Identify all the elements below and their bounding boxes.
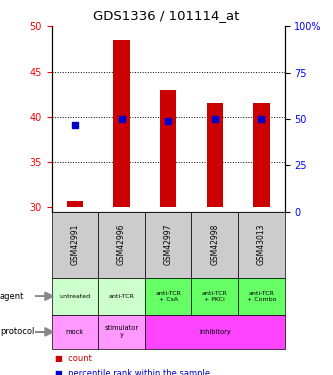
Text: anti-TCR
+ PKCi: anti-TCR + PKCi <box>202 291 228 302</box>
Text: GSM42997: GSM42997 <box>164 224 173 266</box>
Text: ■  percentile rank within the sample: ■ percentile rank within the sample <box>55 369 210 375</box>
Text: stimulator
y: stimulator y <box>105 326 139 338</box>
Text: GSM42998: GSM42998 <box>210 224 219 266</box>
Bar <box>67 201 83 207</box>
Text: anti-TCR
+ Combo: anti-TCR + Combo <box>247 291 276 302</box>
Bar <box>160 90 176 207</box>
Text: anti-TCR
+ CsA: anti-TCR + CsA <box>155 291 181 302</box>
Text: mock: mock <box>66 329 84 335</box>
Bar <box>113 40 130 207</box>
Text: GDS1336 / 101114_at: GDS1336 / 101114_at <box>93 9 240 22</box>
Text: protocol: protocol <box>0 327 34 336</box>
Text: untreated: untreated <box>59 294 91 299</box>
Text: agent: agent <box>0 292 24 301</box>
Text: ■  count: ■ count <box>55 354 92 363</box>
Bar <box>206 103 223 207</box>
Text: anti-TCR: anti-TCR <box>109 294 135 299</box>
Text: GSM42996: GSM42996 <box>117 224 126 266</box>
Text: GSM42991: GSM42991 <box>70 224 80 266</box>
Bar <box>253 103 269 207</box>
Text: inhibitory: inhibitory <box>199 329 231 335</box>
Text: GSM43013: GSM43013 <box>257 224 266 266</box>
